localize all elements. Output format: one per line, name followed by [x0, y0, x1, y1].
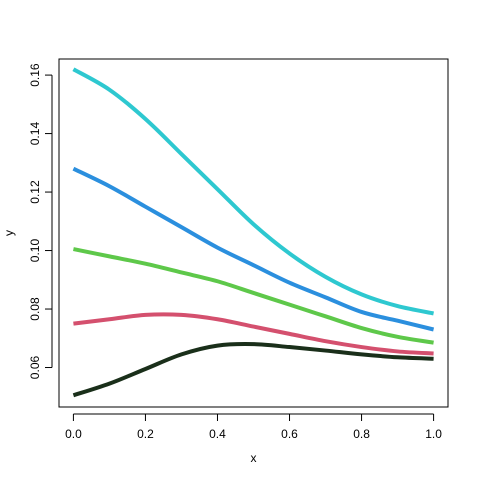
plot-box: [58, 58, 449, 408]
y-axis: 0.06 0.08 0.10 0.12 0.14 0.16: [28, 63, 53, 380]
series-line-1: [72, 67, 434, 316]
x-tick-label: 0.4: [209, 427, 226, 441]
series-line-4: [73, 312, 434, 356]
y-tick-label: 0.08: [28, 297, 42, 321]
y-tick-label: 0.06: [28, 356, 42, 380]
series-line-2: [72, 166, 435, 332]
series-line-5: [72, 342, 434, 398]
y-tick-label: 0.16: [28, 63, 42, 87]
series-line-3: [73, 247, 434, 345]
series-layer: [72, 67, 435, 398]
x-axis-label: x: [251, 451, 257, 465]
x-tick-label: 1.0: [425, 427, 442, 441]
y-tick-label: 0.12: [28, 180, 42, 204]
x-tick-label: 0.2: [137, 427, 154, 441]
y-tick-label: 0.10: [28, 239, 42, 263]
x-tick-label: 0.0: [65, 427, 82, 441]
y-axis-label: y: [2, 230, 16, 236]
x-tick-label: 0.6: [281, 427, 298, 441]
y-tick-label: 0.14: [28, 122, 42, 146]
x-tick-label: 0.8: [353, 427, 370, 441]
x-axis: 0.0 0.2 0.4 0.6 0.8 1.0: [65, 413, 442, 441]
